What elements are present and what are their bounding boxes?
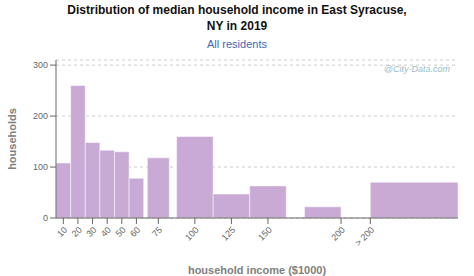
svg-text:200: 200 (33, 111, 48, 121)
svg-text:150: 150 (256, 225, 274, 243)
html-text:All residents: All residents (207, 38, 267, 50)
svg-text:10: 10 (55, 225, 69, 239)
svg-text:75: 75 (150, 225, 164, 239)
svg-text:60: 60 (128, 225, 142, 239)
svg-text:> 200: > 200 (353, 225, 376, 248)
svg-text:20: 20 (70, 225, 84, 239)
svg-text:125: 125 (220, 225, 238, 243)
svg-text:household income ($1000): household income ($1000) (188, 264, 326, 276)
svg-text:100: 100 (33, 162, 48, 172)
svg-text:40: 40 (99, 225, 113, 239)
html-text:@City-Data.com: @City-Data.com (383, 64, 450, 74)
svg-text:200: 200 (329, 225, 347, 243)
html-text:NY in 2019: NY in 2019 (206, 19, 268, 33)
svg-text:0: 0 (43, 213, 48, 223)
svg-text:households: households (8, 108, 18, 170)
svg-text:30: 30 (84, 225, 98, 239)
svg-text:300: 300 (33, 60, 48, 70)
svg-text:50: 50 (114, 225, 128, 239)
html-text:Distribution of median househo: Distribution of median household income … (67, 3, 407, 17)
svg-text:100: 100 (183, 225, 201, 243)
